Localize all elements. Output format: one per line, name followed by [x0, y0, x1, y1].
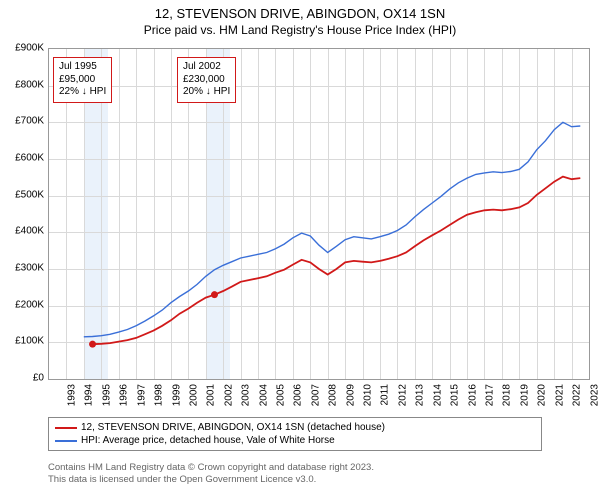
x-axis-tick-label: 2017 [484, 384, 495, 406]
legend-label: HPI: Average price, detached house, Vale… [81, 435, 335, 446]
x-axis-tick-label: 2007 [310, 384, 321, 406]
chart-container: 12, STEVENSON DRIVE, ABINGDON, OX14 1SN … [0, 0, 600, 500]
y-axis-tick-label: £100K [4, 336, 44, 347]
x-axis-tick-label: 2002 [223, 384, 234, 406]
legend-swatch [55, 440, 77, 442]
footer-attribution: Contains HM Land Registry data © Crown c… [48, 462, 374, 487]
x-axis-tick-label: 2019 [519, 384, 530, 406]
price-callout: Jul 1995£95,00022% ↓ HPI [53, 57, 112, 103]
callout-delta: 22% ↓ HPI [59, 86, 106, 99]
x-axis-tick-label: 2001 [206, 384, 217, 406]
y-axis-tick-label: £400K [4, 226, 44, 237]
x-axis-tick-label: 1993 [66, 384, 77, 406]
chart-subtitle: Price paid vs. HM Land Registry's House … [0, 21, 600, 37]
x-axis-tick-label: 2013 [415, 384, 426, 406]
series-svg [49, 49, 589, 379]
price-callout: Jul 2002£230,00020% ↓ HPI [177, 57, 236, 103]
x-axis-tick-label: 1995 [101, 384, 112, 406]
legend-label: 12, STEVENSON DRIVE, ABINGDON, OX14 1SN … [81, 422, 385, 433]
x-axis-tick-label: 2018 [502, 384, 513, 406]
x-axis-tick-label: 2006 [293, 384, 304, 406]
x-axis-tick-label: 2015 [449, 384, 460, 406]
x-axis-tick-label: 1997 [136, 384, 147, 406]
x-axis-tick-label: 2000 [188, 384, 199, 406]
y-axis-tick-label: £700K [4, 116, 44, 127]
x-axis-tick-label: 2010 [362, 384, 373, 406]
x-axis-tick-label: 2022 [571, 384, 582, 406]
series-marker [211, 291, 218, 298]
footer-line-1: Contains HM Land Registry data © Crown c… [48, 462, 374, 474]
callout-delta: 20% ↓ HPI [183, 86, 230, 99]
y-axis-tick-label: £900K [4, 43, 44, 54]
series-line-price_paid [93, 177, 581, 345]
x-axis-tick-label: 2011 [379, 384, 390, 406]
x-axis-tick-label: 1996 [119, 384, 130, 406]
x-axis-tick-label: 2020 [537, 384, 548, 406]
x-axis-tick-label: 2014 [432, 384, 443, 406]
legend-swatch [55, 427, 77, 429]
legend-item: HPI: Average price, detached house, Vale… [55, 434, 535, 447]
x-axis-tick-label: 1998 [153, 384, 164, 406]
x-axis-tick-label: 2012 [397, 384, 408, 406]
callout-date: Jul 2002 [183, 61, 230, 74]
legend-item: 12, STEVENSON DRIVE, ABINGDON, OX14 1SN … [55, 421, 535, 434]
y-axis-tick-label: £0 [4, 373, 44, 384]
x-axis-tick-label: 2005 [275, 384, 286, 406]
y-axis-tick-label: £500K [4, 189, 44, 200]
x-axis-tick-label: 1999 [171, 384, 182, 406]
x-axis-tick-label: 2003 [240, 384, 251, 406]
x-axis-tick-label: 2004 [258, 384, 269, 406]
y-axis-tick-label: £600K [4, 153, 44, 164]
y-axis-tick-label: £800K [4, 79, 44, 90]
callout-date: Jul 1995 [59, 61, 106, 74]
x-axis-tick-label: 2009 [345, 384, 356, 406]
footer-line-2: This data is licensed under the Open Gov… [48, 474, 374, 486]
x-axis-tick-label: 1994 [84, 384, 95, 406]
plot-area: Jul 1995£95,00022% ↓ HPI Jul 2002£230,000… [48, 48, 590, 380]
x-axis-tick-label: 2021 [554, 384, 565, 406]
callout-value: £230,000 [183, 74, 230, 87]
legend: 12, STEVENSON DRIVE, ABINGDON, OX14 1SN … [48, 417, 542, 451]
chart-title: 12, STEVENSON DRIVE, ABINGDON, OX14 1SN [0, 0, 600, 21]
callout-value: £95,000 [59, 74, 106, 87]
series-marker [89, 341, 96, 348]
x-axis-tick-label: 2016 [467, 384, 478, 406]
series-line-hpi [84, 122, 581, 336]
x-axis-tick-label: 2023 [589, 384, 600, 406]
x-axis-tick-label: 2008 [328, 384, 339, 406]
y-axis-tick-label: £200K [4, 299, 44, 310]
y-axis-tick-label: £300K [4, 263, 44, 274]
